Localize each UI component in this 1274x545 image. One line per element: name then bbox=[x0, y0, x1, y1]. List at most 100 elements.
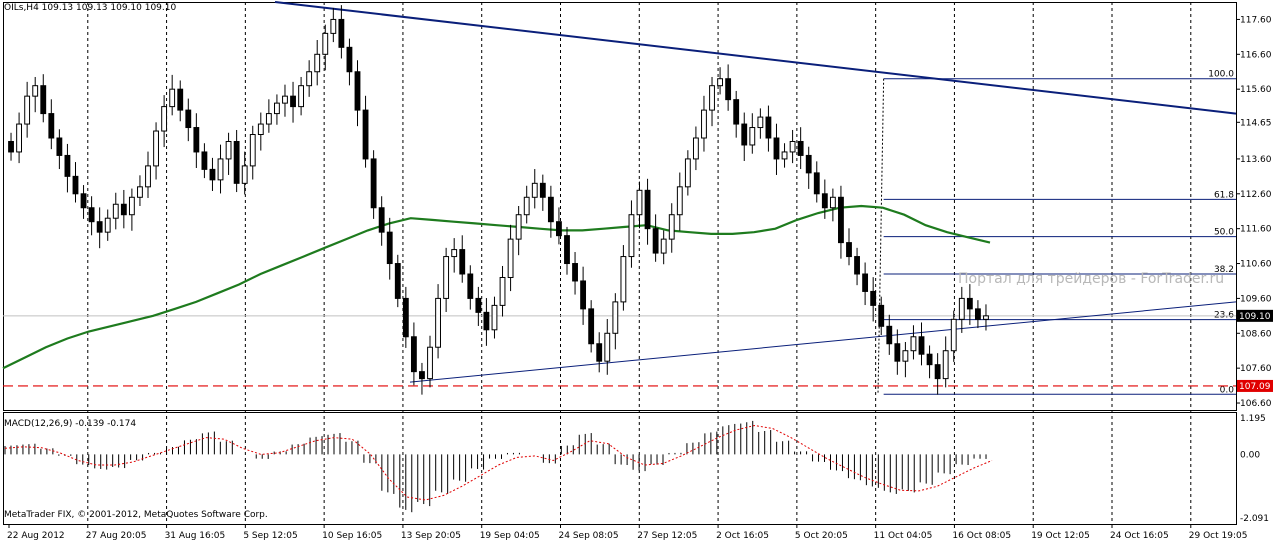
candle[interactable] bbox=[338, 18, 345, 48]
candle[interactable] bbox=[958, 297, 965, 320]
candle[interactable] bbox=[580, 280, 587, 310]
candle[interactable] bbox=[773, 137, 780, 160]
candle[interactable] bbox=[829, 196, 836, 209]
candle[interactable] bbox=[692, 137, 699, 160]
candle[interactable] bbox=[821, 193, 828, 209]
candle[interactable] bbox=[539, 182, 546, 198]
price-pane[interactable] bbox=[3, 2, 1237, 411]
candle[interactable] bbox=[128, 196, 135, 216]
candle[interactable] bbox=[169, 88, 176, 108]
candle[interactable] bbox=[628, 214, 635, 258]
candle[interactable] bbox=[274, 102, 280, 115]
candle[interactable] bbox=[531, 182, 538, 198]
candle[interactable] bbox=[257, 123, 264, 136]
candle[interactable] bbox=[765, 116, 772, 139]
candle[interactable] bbox=[467, 273, 474, 299]
candle[interactable] bbox=[322, 32, 329, 55]
candle[interactable] bbox=[733, 99, 740, 125]
candle[interactable] bbox=[378, 207, 385, 233]
candle[interactable] bbox=[217, 158, 224, 181]
candle[interactable] bbox=[32, 85, 39, 97]
candle[interactable] bbox=[838, 196, 844, 244]
candle[interactable] bbox=[386, 231, 393, 265]
candle[interactable] bbox=[660, 238, 667, 254]
candle[interactable] bbox=[789, 140, 796, 153]
candle[interactable] bbox=[402, 297, 409, 338]
candle[interactable] bbox=[966, 297, 973, 310]
candle[interactable] bbox=[918, 336, 925, 355]
candle[interactable] bbox=[96, 221, 103, 233]
moving-average-line[interactable] bbox=[2, 204, 991, 370]
candle[interactable] bbox=[306, 71, 313, 87]
candle[interactable] bbox=[870, 290, 877, 306]
candle[interactable] bbox=[805, 154, 812, 174]
candle[interactable] bbox=[104, 217, 111, 233]
candle[interactable] bbox=[290, 95, 296, 108]
candle[interactable] bbox=[701, 109, 707, 139]
candle[interactable] bbox=[596, 343, 603, 362]
candle[interactable] bbox=[886, 325, 893, 345]
candle[interactable] bbox=[314, 53, 321, 73]
candle[interactable] bbox=[644, 189, 651, 230]
candle[interactable] bbox=[201, 151, 208, 170]
candle[interactable] bbox=[233, 140, 240, 184]
candle[interactable] bbox=[394, 263, 401, 299]
candle[interactable] bbox=[950, 318, 957, 352]
candle[interactable] bbox=[854, 256, 860, 275]
candle[interactable] bbox=[652, 228, 659, 254]
candle[interactable] bbox=[499, 276, 506, 306]
candle[interactable] bbox=[225, 140, 232, 160]
candle[interactable] bbox=[741, 123, 748, 146]
candle[interactable] bbox=[862, 273, 869, 292]
candle[interactable] bbox=[443, 256, 450, 299]
candle[interactable] bbox=[749, 127, 756, 146]
candle[interactable] bbox=[910, 336, 917, 352]
candle[interactable] bbox=[588, 308, 595, 345]
candle[interactable] bbox=[193, 127, 200, 153]
candle[interactable] bbox=[709, 85, 715, 111]
candle[interactable] bbox=[112, 203, 119, 219]
candle[interactable] bbox=[676, 186, 683, 216]
candle[interactable] bbox=[56, 137, 63, 156]
candle[interactable] bbox=[934, 364, 941, 380]
candle[interactable] bbox=[120, 203, 127, 216]
candle[interactable] bbox=[620, 256, 627, 303]
candle[interactable] bbox=[265, 113, 272, 125]
candle[interactable] bbox=[797, 140, 804, 156]
candle[interactable] bbox=[419, 371, 425, 380]
candle[interactable] bbox=[725, 78, 732, 101]
candle[interactable] bbox=[370, 158, 377, 209]
candle[interactable] bbox=[88, 207, 95, 223]
resistance-trendline[interactable] bbox=[274, 1, 1237, 115]
candle[interactable] bbox=[435, 297, 441, 348]
candle[interactable] bbox=[427, 346, 433, 380]
candle[interactable] bbox=[483, 311, 490, 331]
candle[interactable] bbox=[515, 214, 522, 240]
candle[interactable] bbox=[40, 85, 47, 115]
candle[interactable] bbox=[298, 85, 305, 108]
candle[interactable] bbox=[491, 304, 498, 331]
candle[interactable] bbox=[974, 308, 981, 320]
candle[interactable] bbox=[185, 109, 192, 129]
candle[interactable] bbox=[572, 263, 578, 282]
candle[interactable] bbox=[177, 88, 184, 111]
candle[interactable] bbox=[604, 332, 611, 362]
candle[interactable] bbox=[209, 168, 216, 181]
support-trendline[interactable] bbox=[409, 301, 1237, 383]
fib-trendline[interactable] bbox=[877, 78, 885, 395]
candle[interactable] bbox=[459, 249, 466, 275]
candle[interactable] bbox=[145, 165, 151, 188]
candle[interactable] bbox=[846, 242, 852, 258]
candle[interactable] bbox=[362, 109, 369, 160]
candle[interactable] bbox=[547, 196, 554, 223]
candle[interactable] bbox=[16, 123, 23, 153]
candle[interactable] bbox=[346, 46, 353, 73]
candle[interactable] bbox=[137, 186, 143, 198]
candle[interactable] bbox=[684, 158, 691, 188]
candle[interactable] bbox=[942, 350, 949, 380]
candle[interactable] bbox=[813, 172, 820, 195]
candle[interactable] bbox=[64, 154, 71, 177]
candle[interactable] bbox=[668, 214, 675, 240]
